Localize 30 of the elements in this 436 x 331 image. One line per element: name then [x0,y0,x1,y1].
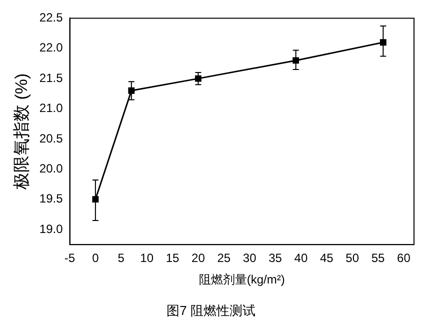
x-tick-label: -5 [64,251,76,266]
x-tick-label: 30 [242,251,257,266]
y-axis-title: 极限氧指数 (%) [12,73,31,190]
x-tick-label: 55 [371,251,386,266]
x-tick-label: 40 [294,251,308,266]
point [292,57,300,64]
x-tick-label: 20 [192,251,206,266]
y-tick-label: 22.5 [39,10,64,25]
y-tick-label: 21.0 [39,101,64,116]
y-tick-label: 20.0 [39,161,64,176]
x-tick-label: 35 [268,251,282,266]
x-tick-label: 45 [320,251,334,266]
point [380,39,386,46]
y-tick-label: 19.0 [39,222,64,236]
x-tick-label: 5 [118,251,125,266]
point [92,196,99,203]
y-tick-label: 20.5 [39,131,64,146]
y-tick-label: 21.5 [39,70,64,85]
x-tick-label: 50 [346,251,360,266]
x-tick-label: 15 [166,251,180,266]
x-tick-label: 60 [397,251,411,266]
point [128,87,135,94]
y-tick-label: 22.0 [39,40,64,55]
point [194,75,202,82]
x-tick-label: 25 [217,251,231,266]
x-axis-title: 阻燃剂量(kg/m²) [198,272,285,287]
x-tick-label: 0 [92,251,100,266]
text: 图7 阻燃性测试 [166,302,256,318]
x-tick-label: 10 [140,251,154,266]
y-tick-label: 19.5 [39,192,64,206]
